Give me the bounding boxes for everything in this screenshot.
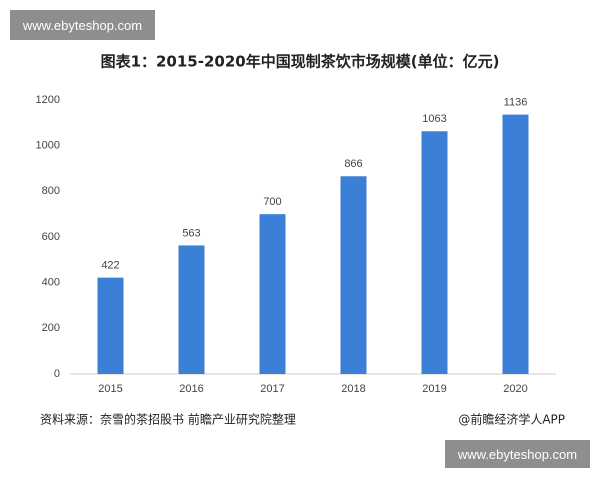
bar: [340, 176, 367, 374]
x-tick-label: 2018: [341, 383, 365, 395]
x-tick-label: 2017: [260, 383, 284, 395]
chart-title: 图表1：2015-2020年中国现制茶饮市场规模(单位：亿元): [101, 53, 500, 71]
chart: 图表1：2015-2020年中国现制茶饮市场规模(单位：亿元) 资料来源：奈雪的…: [36, 53, 565, 427]
bar: [421, 131, 448, 374]
y-tick-label: 200: [42, 322, 60, 334]
y-tick-label: 600: [42, 231, 60, 243]
watermark-badge: www.ebyteshop.com: [10, 10, 155, 40]
bar: [178, 245, 205, 374]
x-tick-label: 2019: [422, 383, 446, 395]
x-tick-label: 2015: [98, 383, 122, 395]
x-tick-label: 2016: [179, 383, 203, 395]
y-tick-label: 800: [42, 185, 60, 197]
value-label: 1136: [504, 97, 528, 109]
y-tick-label: 0: [54, 368, 60, 380]
value-label: 422: [101, 260, 119, 272]
bar: [97, 277, 124, 374]
value-label: 1063: [422, 113, 446, 125]
value-label: 866: [344, 158, 362, 170]
x-tick-label: 2020: [503, 383, 527, 395]
bar: [259, 214, 286, 374]
value-label: 700: [263, 196, 281, 208]
bar: [502, 114, 529, 374]
y-tick-label: 1200: [36, 94, 60, 106]
y-tick-label: 1000: [36, 140, 60, 152]
value-label: 563: [182, 227, 200, 239]
watermark-badge: www.ebyteshop.com: [445, 440, 590, 468]
credit: @前瞻经济学人APP: [458, 412, 565, 427]
y-tick-label: 400: [42, 277, 60, 289]
source-note: 资料来源：奈雪的茶招股书 前瞻产业研究院整理: [40, 412, 296, 427]
